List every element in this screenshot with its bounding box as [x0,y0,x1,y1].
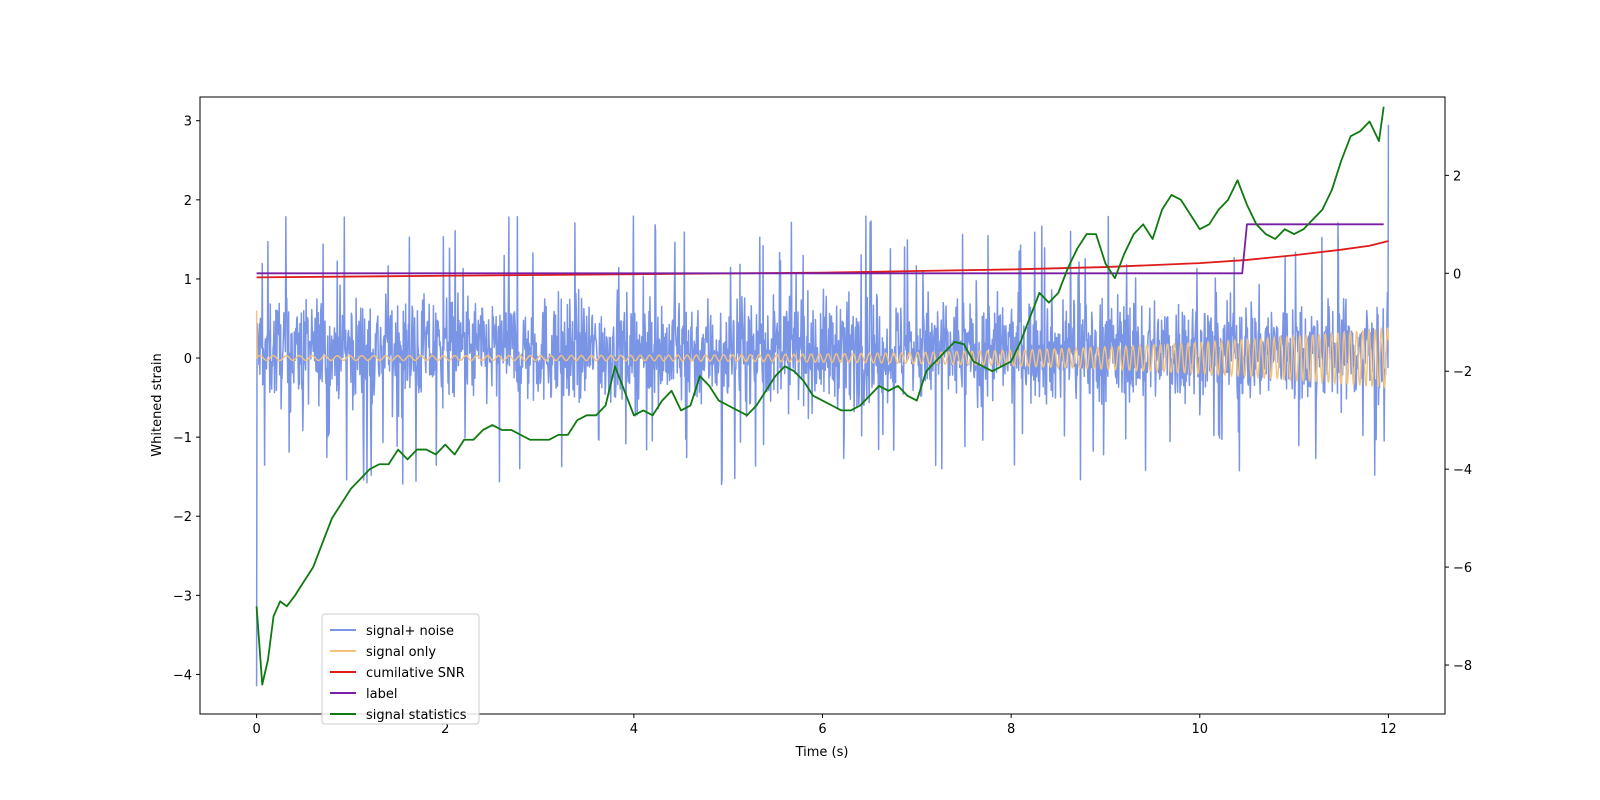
x-tick-label: 0 [252,722,260,737]
x-tick-label: 2 [441,722,449,737]
y-tick-label: −1 [173,431,192,446]
x-tick-label: 6 [818,722,826,737]
y-tick-label: 0 [184,352,192,367]
y-tick-label: 3 [184,115,192,130]
y-tick-label: −2 [173,510,192,525]
y2-tick-label: −6 [1453,561,1472,576]
legend-label-cumilative-snr: cumilative SNR [366,666,465,681]
y-tick-label: 1 [184,273,192,288]
series-line-signal-only [255,310,1390,389]
plot-area [255,106,1390,687]
y2-tick-label: −8 [1453,659,1472,674]
legend: signal+ noise signal only cumilative SNR la… [321,613,480,725]
x-tick-label: 4 [630,722,638,737]
series-line-cumilative-snr [256,240,1389,279]
x-tick-label: 12 [1380,722,1397,737]
x-tick-label: 8 [1007,722,1015,737]
y-axis-ticks-right: 2 0 −2 −4 −6 −8 [1445,169,1472,674]
y-tick-label: 2 [184,194,192,209]
x-axis-ticks: 0 2 4 6 8 10 12 [252,714,1397,737]
y-axis-label: Whitened strain [150,353,165,456]
x-axis-label: Time (s) [795,745,849,760]
y-tick-label: −3 [173,589,192,604]
y2-tick-label: −4 [1453,463,1472,478]
series-line-signal-statistics [255,106,1385,686]
legend-box [321,613,480,725]
y2-tick-label: 2 [1453,169,1461,184]
legend-label-signal-statistics: signal statistics [366,708,467,723]
y2-tick-label: 0 [1453,267,1461,282]
y2-tick-label: −2 [1453,365,1472,380]
y-tick-label: −4 [173,668,192,683]
legend-label-signal-noise: signal+ noise [366,624,454,639]
y-axis-ticks-left: 3 2 1 0 −1 −2 −3 −4 [173,115,200,683]
legend-label-signal-only: signal only [366,645,436,660]
x-tick-label: 10 [1191,722,1208,737]
series-line-signal-noise [255,124,1390,687]
legend-label-label: label [366,687,397,702]
series-line-label [256,223,1384,275]
